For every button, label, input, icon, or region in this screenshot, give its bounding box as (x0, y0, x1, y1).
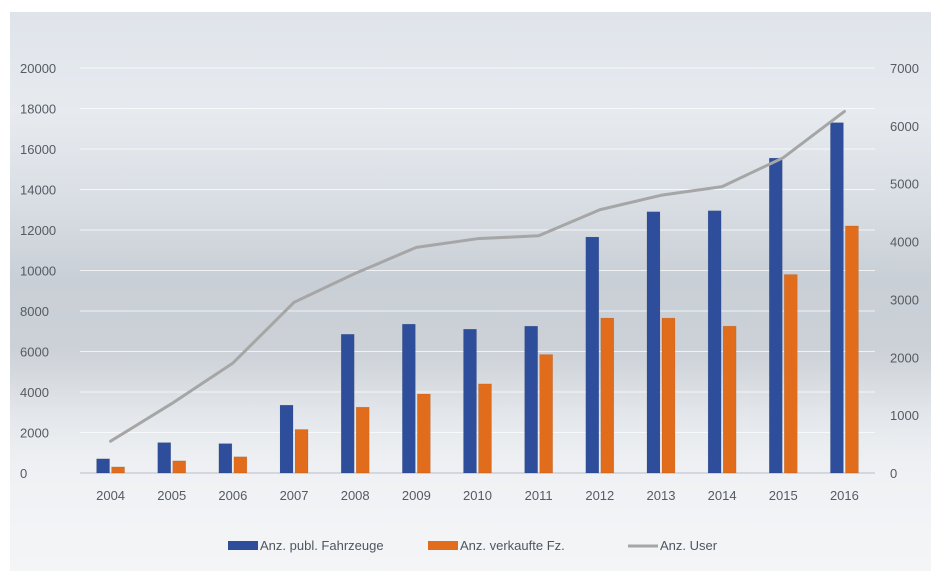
y-right-tick-label: 3000 (890, 292, 919, 307)
line-anz-user (109, 109, 846, 443)
x-tick-label: 2016 (830, 488, 859, 503)
y-left-tick-label: 20000 (20, 61, 56, 76)
legend-swatch (228, 541, 258, 550)
bar-publ-fahrzeuge-2016 (830, 122, 844, 474)
bar-verkaufte-fz-2016 (845, 225, 859, 474)
y-left-tick-label: 14000 (20, 183, 56, 198)
bar-verkaufte-fz-2013 (661, 317, 676, 474)
bar-verkaufte-fz-2004 (111, 466, 125, 474)
line-series (109, 109, 846, 443)
x-tick-label: 2011 (525, 488, 553, 503)
y-right-tick-label: 2000 (890, 350, 919, 365)
bar-publ-fahrzeuge-2008 (340, 334, 355, 474)
bar-verkaufte-fz-2007 (294, 429, 309, 474)
bar-publ-fahrzeuge-2015 (769, 157, 783, 474)
y-left-tick-label: 18000 (20, 102, 56, 117)
bar-verkaufte-fz-2009 (417, 393, 431, 474)
bar-verkaufte-fz-2005 (172, 460, 186, 474)
bar-verkaufte-fz-2011 (539, 354, 553, 474)
legend-label: Anz. verkaufte Fz. (460, 538, 565, 553)
y-right-tick-label: 4000 (890, 235, 919, 250)
bar-verkaufte-fz-2010 (478, 383, 492, 474)
y-left-tick-label: 0 (20, 466, 27, 481)
bar-verkaufte-fz-2015 (784, 274, 798, 474)
x-tick-label: 2009 (402, 488, 431, 503)
x-tick-label: 2007 (280, 488, 309, 503)
y-left-tick-label: 6000 (20, 345, 49, 360)
legend-swatch (428, 541, 458, 550)
x-tick-label: 2004 (96, 488, 125, 503)
y-right-tick-label: 6000 (890, 119, 919, 134)
y-axis-left: 0 2000 4000 6000 8000 10000 12000 14000 16000 180… (20, 61, 56, 481)
y-left-tick-label: 2000 (20, 426, 49, 441)
bar-publ-fahrzeuge-2009 (402, 323, 416, 474)
x-tick-label: 2014 (708, 488, 737, 503)
bar-publ-fahrzeuge-2014 (707, 210, 722, 474)
bar-verkaufte-fz-2012 (600, 317, 615, 474)
bar-publ-fahrzeuge-2006 (218, 443, 233, 474)
legend-item: Anz. User (628, 538, 718, 553)
bar-publ-fahrzeuge-2011 (524, 325, 538, 474)
y-left-tick-label: 12000 (20, 223, 56, 238)
x-tick-label: 2005 (157, 488, 186, 503)
bar-publ-fahrzeuge-2007 (279, 404, 294, 474)
legend-item: Anz. publ. Fahrzeuge (228, 538, 384, 553)
y-left-tick-label: 10000 (20, 264, 56, 279)
x-tick-label: 2013 (647, 488, 676, 503)
legend-label: Anz. publ. Fahrzeuge (260, 538, 384, 553)
bar-verkaufte-fz-2014 (722, 325, 737, 474)
bar-verkaufte-fz-2006 (233, 456, 248, 474)
y-left-tick-label: 4000 (20, 385, 49, 400)
gridlines (80, 67, 875, 474)
y-right-tick-label: 0 (890, 466, 897, 481)
bar-publ-fahrzeuge-2012 (585, 236, 600, 474)
bar-publ-fahrzeuge-2004 (96, 458, 110, 474)
y-left-tick-label: 8000 (20, 304, 49, 319)
legend-label: Anz. User (660, 538, 718, 553)
bar-series (96, 122, 859, 474)
y-left-tick-label: 16000 (20, 142, 56, 157)
y-axis-right: 0 1000 2000 3000 4000 5000 6000 7000 (890, 61, 919, 481)
y-right-tick-label: 5000 (890, 177, 919, 192)
bar-publ-fahrzeuge-2010 (463, 328, 477, 474)
y-right-tick-label: 1000 (890, 408, 919, 423)
bar-publ-fahrzeuge-2005 (157, 442, 171, 474)
legend-item: Anz. verkaufte Fz. (428, 538, 565, 553)
x-tick-label: 2010 (463, 488, 492, 503)
x-tick-label: 2015 (769, 488, 798, 503)
y-right-tick-label: 7000 (890, 61, 919, 76)
x-tick-label: 2012 (585, 488, 614, 503)
bar-verkaufte-fz-2008 (355, 406, 370, 474)
legend: Anz. publ. Fahrzeuge Anz. verkaufte Fz. An… (228, 538, 718, 553)
bar-publ-fahrzeuge-2013 (646, 211, 661, 474)
x-tick-label: 2006 (218, 488, 247, 503)
x-axis: 2004 2005 2006 2007 2008 2009 2010 2011 2012 2013… (96, 488, 859, 503)
x-tick-label: 2008 (341, 488, 370, 503)
